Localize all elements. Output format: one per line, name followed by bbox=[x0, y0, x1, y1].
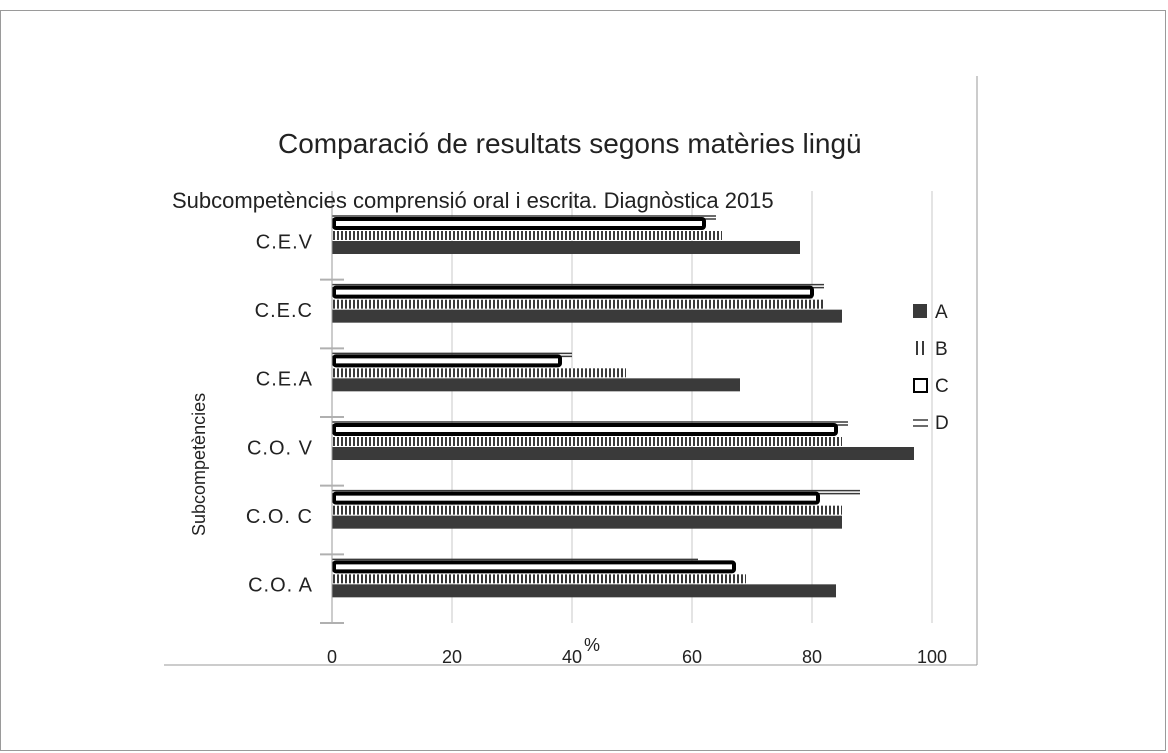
legend-label: A bbox=[935, 302, 948, 323]
bar-series-a bbox=[332, 309, 842, 323]
x-tick-label: 20 bbox=[442, 647, 462, 667]
axes-group: 0 20 40 60 80 100 C.E.V C.E.C C.E.A C.O. V C.O. C C… bbox=[246, 191, 947, 667]
bar-series-b bbox=[332, 505, 842, 515]
y-tick-label: C.E.A bbox=[256, 369, 313, 391]
y-tick-label: C.O. V bbox=[247, 437, 313, 459]
bar-series-a bbox=[332, 241, 800, 254]
bar-series-a bbox=[332, 515, 842, 529]
y-axis-label: Subcompetències bbox=[189, 393, 209, 536]
chart-title: Comparació de resultats segons matèries … bbox=[278, 128, 862, 159]
bar-series-c bbox=[332, 217, 706, 230]
bar-series-a bbox=[332, 378, 740, 392]
bar-series-c bbox=[332, 491, 820, 505]
x-tick-label: 40 bbox=[562, 647, 582, 667]
x-tick-label: 0 bbox=[327, 647, 337, 667]
y-tick-label: C.O. C bbox=[246, 506, 313, 528]
legend-label: B bbox=[935, 339, 948, 360]
chart-svg: 0 20 40 60 80 100 C.E.V C.E.C C.E.A C.O. V C.O. C C… bbox=[164, 76, 978, 667]
y-tick-label: C.E.V bbox=[256, 231, 313, 253]
bar-series-b bbox=[332, 368, 626, 378]
legend-label: C bbox=[935, 376, 949, 397]
chart-frame: 0 20 40 60 80 100 C.E.V C.E.C C.E.A C.O. V C.O. C C… bbox=[0, 10, 1166, 751]
bar-series-b bbox=[332, 574, 746, 584]
y-tick-label: C.E.C bbox=[255, 300, 313, 322]
y-tick-label: C.O. A bbox=[248, 575, 313, 597]
bars-group bbox=[332, 215, 914, 598]
legend-swatch-a bbox=[913, 304, 927, 318]
bar-series-b bbox=[332, 299, 824, 309]
bar-series-a bbox=[332, 447, 914, 460]
bar-series-b bbox=[332, 437, 842, 446]
chart-subtitle: Subcompetències comprensió oral i escrit… bbox=[172, 188, 774, 213]
bar-series-c bbox=[332, 423, 838, 436]
gridlines bbox=[331, 191, 933, 623]
bar-series-a bbox=[332, 584, 836, 598]
bar-series-b bbox=[332, 231, 722, 240]
x-tick-label: 80 bbox=[802, 647, 822, 667]
x-tick-label: 100 bbox=[917, 647, 947, 667]
bar-series-c bbox=[332, 354, 562, 368]
bar-series-c bbox=[332, 285, 814, 299]
legend-label: D bbox=[935, 413, 949, 434]
plot-outline bbox=[164, 76, 978, 666]
x-tick-label: 60 bbox=[682, 647, 702, 667]
legend-swatch-c bbox=[913, 378, 928, 393]
x-axis-label: % bbox=[584, 635, 600, 655]
bar-series-c bbox=[332, 560, 736, 574]
